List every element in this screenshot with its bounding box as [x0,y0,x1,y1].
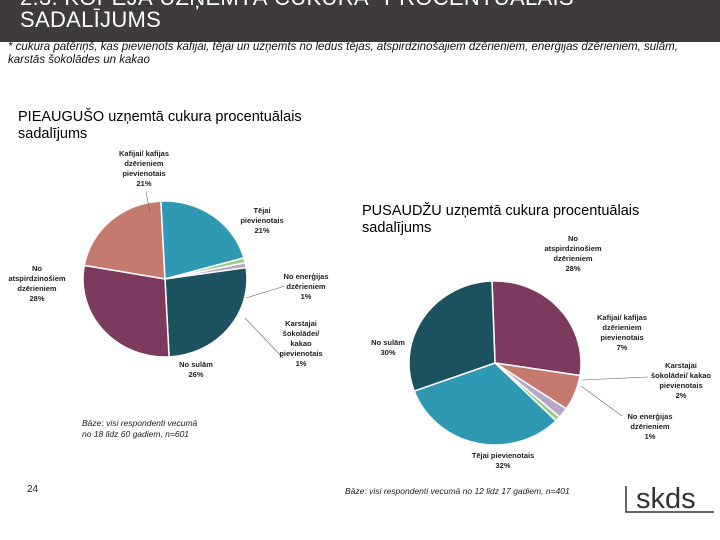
adult-pie-slice [83,200,166,280]
teen-slice-label: Kafijai/ kafijas [597,313,647,322]
teen-pie-slice [491,280,582,377]
teen-slice-label: pievienotais [600,333,643,342]
teen-slice-label: No sulām [371,338,405,347]
teen-slice-value-label: 1% [645,432,656,441]
adult-base-note-line: no 18 līdz 60 gadiem, n=601 [82,429,190,439]
teen-slice-label: šokolādei/ kakao [651,371,711,380]
teen-slice-label: dzērieniem [630,422,670,431]
adult-slice-label: Tējai [253,206,270,215]
adult-slice-label: pievienotais [122,169,165,178]
adult-pie-slice [160,200,245,280]
adult-slice-value-label: 26% [188,370,203,379]
adult-leader-line [245,285,286,299]
adult-leader-line [145,191,151,213]
teen-slice-value-label: 7% [617,343,628,352]
adult-base-note-line: Bāze: visi respondenti vecumā [82,418,198,428]
adult-slice-value-label: 28% [29,294,44,303]
teen-pie-slice [413,362,558,446]
slide-header: 2.3. KOPĒJĀ UZŅEMTĀ CUKURA* PROCENTUĀLAI… [0,0,720,42]
adult-slice-label: šokolādei/ [283,329,321,338]
adult-slice-label: dzērieniem [286,282,326,291]
teen-slice-label: atspirdzinošiem [544,244,601,253]
teen-leader-line [581,376,649,381]
teen-slice-label: dzērieniem [553,254,593,263]
teen-slice-label: dzērieniem [602,323,642,332]
adult-slice-label: No [32,264,42,273]
teen-pie-slice [408,280,496,392]
adult-base-note: Bāze: visi respondenti vecumā no 18 līdz… [82,418,197,440]
adult-slice-label: Karstajai [285,319,317,328]
teen-slice-label: Tējai pievienotais [472,451,535,460]
teen-base-note: Bāze: visi respondenti vecumā no 12 līdz… [345,486,570,497]
teen-slice-value-label: 30% [380,348,395,357]
teen-chart-title: PUSAUDŽU uzņemtā cukura procentuālais sa… [362,203,640,236]
teen-slice-value-label: 32% [495,461,510,470]
adult-chart-title: PIEAUGUŠO uzņemtā cukura procentuālais s… [18,109,302,142]
adult-pie-slice [164,266,248,358]
skds-logo: skds [625,483,714,515]
adult-slice-label: kakao [290,339,312,348]
teen-slice-value-label: 2% [676,391,687,400]
teen-slice-label: Karstajai [665,361,697,370]
adult-slice-label: No enerģijas [283,272,328,281]
adult-slice-value-label: 21% [136,179,151,188]
adult-pie-slice [82,264,170,358]
adult-slice-label: No sulām [179,360,213,369]
page-number: 24 [27,484,39,495]
teen-leader-line [580,385,623,417]
teen-slice-label: No enerģijas [627,412,672,421]
adult-slice-label: dzērieniem [124,159,164,168]
teen-slice-value-label: 28% [565,264,580,273]
adult-slice-value-label: 1% [296,359,307,368]
adult-slice-label: pievienotais [279,349,322,358]
teen-slice-label: pievienotais [659,381,702,390]
adult-slice-label: dzērieniem [17,284,57,293]
teen-base-note-line: Bāze: visi respondenti vecumā no 12 līdz… [345,486,570,496]
adult-leader-line [244,317,284,359]
adult-slice-value-label: 21% [254,226,269,235]
adult-slice-label: pievienotais [240,216,283,225]
footnote: * cukura patēriņš, kas pievienots kafija… [8,41,678,66]
adult-slice-value-label: 1% [301,292,312,301]
teen-slice-label: No [568,234,578,243]
adult-slice-label: Kafijai/ kafijas [119,149,169,158]
adult-slice-label: atspirdzinošiem [8,274,65,283]
svg-text:skds: skds [636,483,696,515]
slide-title: 2.3. KOPĒJĀ UZŅEMTĀ CUKURA* PROCENTUĀLAI… [20,0,574,32]
